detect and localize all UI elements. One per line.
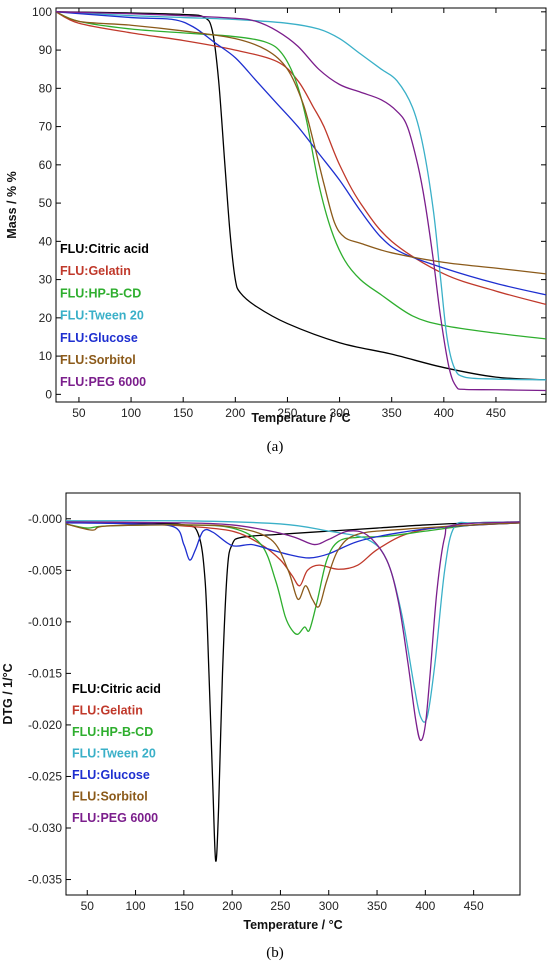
series-line-flu-sorbitol xyxy=(66,522,520,608)
x-tick-label: 350 xyxy=(367,899,387,913)
y-tick-label: 0 xyxy=(45,387,52,401)
y-tick-label: -0.000 xyxy=(28,512,62,526)
x-tick-label: 400 xyxy=(434,406,454,420)
series-line-flu-gelatin xyxy=(66,521,520,587)
legend-entry-flu-peg-6000: FLU:PEG 6000 xyxy=(60,375,146,389)
x-tick-label: 250 xyxy=(277,406,297,420)
y-tick-label: -0.015 xyxy=(28,666,62,680)
x-tick-label: 450 xyxy=(486,406,506,420)
series-line-flu-citric-acid xyxy=(56,11,546,381)
y-tick-label: 60 xyxy=(39,158,53,172)
legend-entry-flu-tween-20: FLU:Tween 20 xyxy=(60,309,144,323)
legend-entry-flu-sorbitol: FLU:Sorbitol xyxy=(72,790,148,804)
y-tick-label: 100 xyxy=(32,5,52,19)
x-tick-label: 300 xyxy=(319,899,339,913)
x-tick-label: 150 xyxy=(174,899,194,913)
y-axis-label: DTG / 1/°C xyxy=(1,663,15,724)
legend-entry-flu-gelatin: FLU:Gelatin xyxy=(60,264,131,278)
x-tick-label: 350 xyxy=(382,406,402,420)
y-tick-label: -0.005 xyxy=(28,563,62,577)
series-line-flu-peg-6000 xyxy=(66,521,520,742)
y-axis-label: Mass / % % xyxy=(5,171,19,238)
legend-entry-flu-gelatin: FLU:Gelatin xyxy=(72,704,143,718)
panel-caption: (a) xyxy=(267,439,284,455)
x-tick-label: 200 xyxy=(225,406,245,420)
series-line-flu-gelatin xyxy=(56,11,546,306)
plot-frame xyxy=(55,7,547,403)
x-tick-label: 450 xyxy=(464,899,484,913)
legend-entry-flu-citric-acid: FLU:Citric acid xyxy=(60,242,149,256)
x-tick-label: 100 xyxy=(126,899,146,913)
x-tick-label: 100 xyxy=(121,406,141,420)
y-tick-label: -0.030 xyxy=(28,821,62,835)
x-tick-label: 50 xyxy=(81,899,95,913)
panel-a-mass-chart: 50 100 150 200 250 300 350 400 450 0 10 20 30 40 50 60 7… xyxy=(5,5,547,455)
y-tick-label: 20 xyxy=(39,311,53,325)
plot-frame xyxy=(65,492,521,896)
x-axis-label: Temperature / °C xyxy=(251,411,350,425)
x-tick-label: 200 xyxy=(222,899,242,913)
y-tick-label: 40 xyxy=(39,234,53,248)
x-tick-label: 50 xyxy=(72,406,86,420)
y-tick-label: 50 xyxy=(39,196,53,210)
x-tick-label: 150 xyxy=(173,406,193,420)
x-axis-label: Temperature / °C xyxy=(243,918,342,932)
series-line-flu-peg-6000 xyxy=(56,11,546,392)
y-tick-label: -0.020 xyxy=(28,718,62,732)
series-line-flu-sorbitol xyxy=(56,11,546,275)
series-line-flu-hp-b-cd xyxy=(66,522,520,635)
legend-entry-flu-tween-20: FLU:Tween 20 xyxy=(72,747,156,761)
panel-b-dtg-chart: 50 100 150 200 250 300 350 400 450 -0.000 -0.005 -0… xyxy=(1,492,521,961)
legend-entry-flu-sorbitol: FLU:Sorbitol xyxy=(60,353,136,367)
series-line-flu-glucose xyxy=(66,522,520,561)
series-group xyxy=(66,519,520,862)
legend-entry-flu-glucose: FLU:Glucose xyxy=(60,331,138,345)
panel-caption: (b) xyxy=(266,945,284,961)
legend-entry-flu-hp-b-cd: FLU:HP-B-CD xyxy=(60,286,141,300)
x-tick-label: 400 xyxy=(415,899,435,913)
y-tick-label: 10 xyxy=(39,349,53,363)
y-tick-label: 80 xyxy=(39,81,53,95)
legend-entry-flu-citric-acid: FLU:Citric acid xyxy=(72,682,161,696)
series-line-flu-hp-b-cd xyxy=(56,11,546,340)
y-tick-label: 30 xyxy=(39,273,53,287)
series-line-flu-tween-20 xyxy=(56,11,546,381)
y-tick-label: -0.025 xyxy=(28,769,62,783)
series-group xyxy=(56,11,546,392)
series-line-flu-tween-20 xyxy=(66,519,520,723)
y-tick-label: 90 xyxy=(39,43,53,57)
legend-entry-flu-glucose: FLU:Glucose xyxy=(72,768,150,782)
legend-entry-flu-hp-b-cd: FLU:HP-B-CD xyxy=(72,725,153,739)
y-tick-label: -0.035 xyxy=(28,873,62,887)
legend-entry-flu-peg-6000: FLU:PEG 6000 xyxy=(72,811,158,825)
series-line-flu-citric-acid xyxy=(66,521,520,862)
y-tick-label: -0.010 xyxy=(28,615,62,629)
y-tick-label: 70 xyxy=(39,120,53,134)
x-tick-label: 300 xyxy=(330,406,350,420)
x-tick-label: 250 xyxy=(270,899,290,913)
